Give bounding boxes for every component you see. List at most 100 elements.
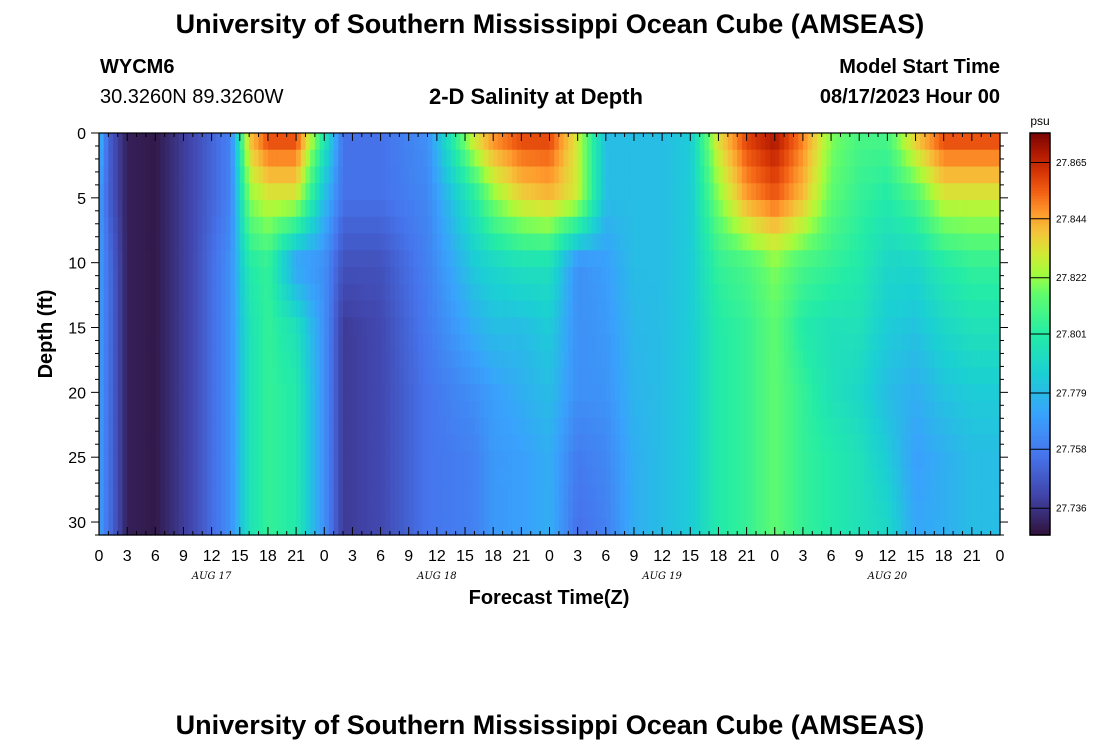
heatmap-cell — [967, 300, 973, 318]
heatmap-cell — [108, 501, 114, 519]
heatmap-cell — [117, 267, 124, 285]
heatmap-cell — [765, 183, 771, 201]
heatmap-cell — [221, 484, 227, 503]
heatmap-cell — [455, 451, 461, 469]
heatmap-cell — [671, 484, 677, 503]
heatmap-cell — [427, 166, 433, 184]
heatmap-cell — [441, 417, 447, 436]
heatmap-cell — [460, 384, 466, 402]
heatmap-cell — [516, 267, 522, 285]
heatmap-cell — [352, 417, 358, 436]
heatmap-cell — [554, 350, 560, 369]
heatmap-cell — [244, 434, 250, 452]
heatmap-cell — [432, 133, 438, 151]
heatmap-cell — [422, 484, 429, 503]
heatmap-cell — [418, 183, 424, 201]
heatmap-cell — [230, 166, 236, 184]
heatmap-cell — [896, 149, 903, 168]
heatmap-cell — [821, 200, 827, 218]
heatmap-cell — [127, 317, 133, 335]
heatmap-cell — [666, 350, 673, 369]
heatmap-cell — [389, 468, 396, 486]
heatmap-cell — [892, 216, 898, 235]
heatmap-cell — [610, 267, 616, 285]
heatmap-cell — [413, 350, 419, 369]
heatmap-cell — [892, 401, 898, 419]
heatmap-cell — [671, 250, 677, 268]
heatmap-cell — [469, 334, 476, 352]
heatmap-cell — [117, 334, 124, 352]
heatmap-cell — [788, 434, 795, 452]
heatmap-cell — [953, 283, 959, 302]
heatmap-cell — [920, 484, 926, 503]
heatmap-cell — [347, 334, 353, 352]
heatmap-cell — [990, 283, 996, 302]
heatmap-cell — [826, 501, 832, 519]
heatmap-cell — [99, 367, 105, 385]
heatmap-cell — [812, 283, 818, 302]
heatmap-cell — [882, 183, 888, 201]
heatmap-cell — [737, 283, 743, 302]
heatmap-cell — [516, 250, 522, 268]
colorbar-segment — [1030, 203, 1050, 207]
heatmap-cell — [619, 317, 626, 335]
heatmap-cell — [887, 283, 893, 302]
heatmap-cell — [225, 401, 231, 419]
heatmap-cell — [328, 518, 335, 536]
heatmap-cell — [723, 350, 729, 369]
heatmap-cell — [460, 401, 466, 419]
heatmap-cell — [277, 417, 283, 436]
heatmap-cell — [929, 200, 935, 218]
heatmap-cell — [460, 334, 466, 352]
heatmap-cell — [596, 451, 602, 469]
heatmap-cell — [197, 334, 203, 352]
heatmap-cell — [183, 216, 189, 235]
heatmap-cell — [202, 434, 208, 452]
heatmap-cell — [741, 250, 748, 268]
heatmap-cell — [662, 317, 668, 335]
x-tick-label: 18 — [484, 548, 502, 565]
heatmap-cell — [662, 233, 668, 251]
heatmap-cell — [516, 384, 522, 402]
heatmap-cell — [882, 451, 888, 469]
heatmap-cell — [530, 216, 537, 235]
heatmap-cell — [404, 283, 410, 302]
heatmap-cell — [150, 334, 156, 352]
heatmap-cell — [976, 451, 982, 469]
heatmap-cell — [516, 166, 522, 184]
heatmap-cell — [239, 451, 246, 469]
heatmap-cell — [178, 166, 185, 184]
heatmap-cell — [183, 250, 189, 268]
heatmap-cell — [906, 518, 912, 536]
heatmap-cell — [915, 183, 921, 201]
heatmap-cell — [633, 133, 640, 151]
heatmap-cell — [394, 367, 400, 385]
heatmap-cell — [652, 166, 659, 184]
heatmap-cell — [563, 300, 569, 318]
heatmap-cell — [230, 267, 236, 285]
heatmap-cell — [465, 484, 471, 503]
heatmap-cell — [404, 334, 410, 352]
heatmap-cell — [755, 350, 762, 369]
heatmap-cell — [741, 300, 748, 318]
heatmap-cell — [225, 233, 231, 251]
heatmap-cell — [868, 166, 874, 184]
heatmap-cell — [699, 468, 705, 486]
heatmap-cell — [802, 317, 809, 335]
heatmap-cell — [892, 518, 898, 536]
heatmap-cell — [366, 367, 372, 385]
heatmap-cell — [718, 434, 724, 452]
heatmap-cell — [343, 417, 349, 436]
heatmap-cell — [216, 200, 222, 218]
heatmap-cell — [666, 468, 673, 486]
heatmap-cell — [310, 300, 316, 318]
colorbar-segment — [1030, 318, 1050, 323]
heatmap-cell — [103, 417, 109, 436]
heatmap-cell — [141, 216, 147, 235]
heatmap-cell — [235, 384, 241, 402]
heatmap-cell — [272, 283, 278, 302]
y-tick-label: 15 — [68, 321, 86, 338]
heatmap-cell — [948, 384, 954, 402]
heatmap-cell — [718, 233, 724, 251]
heatmap-cell — [727, 434, 734, 452]
